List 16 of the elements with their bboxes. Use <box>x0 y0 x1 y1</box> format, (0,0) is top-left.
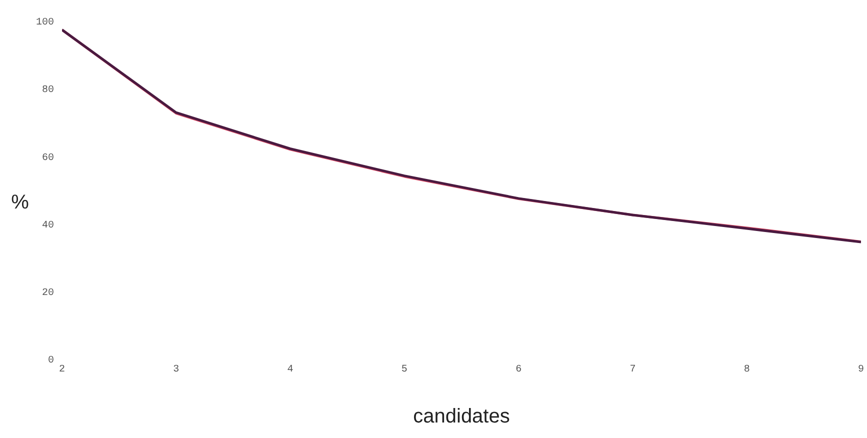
x-tick-label: 7 <box>630 364 636 376</box>
y-tick-label: 80 <box>42 85 54 96</box>
y-tick-label: 20 <box>42 288 54 300</box>
x-tick-label: 5 <box>401 364 408 376</box>
x-axis-title: candidates <box>413 406 510 428</box>
x-tick-label: 4 <box>287 364 294 376</box>
y-tick-label: 60 <box>42 152 54 164</box>
x-tick-label: 8 <box>744 364 750 376</box>
y-tick-label: 0 <box>48 356 54 367</box>
x-tick-label: 9 <box>858 364 864 376</box>
y-tick-label: 100 <box>36 18 54 29</box>
x-tick-label: 2 <box>58 364 66 376</box>
x-tick-label: 6 <box>516 364 522 376</box>
x-tick-label: 3 <box>173 364 180 376</box>
y-axis-title: % <box>11 192 30 214</box>
y-tick-label: 40 <box>42 220 54 232</box>
